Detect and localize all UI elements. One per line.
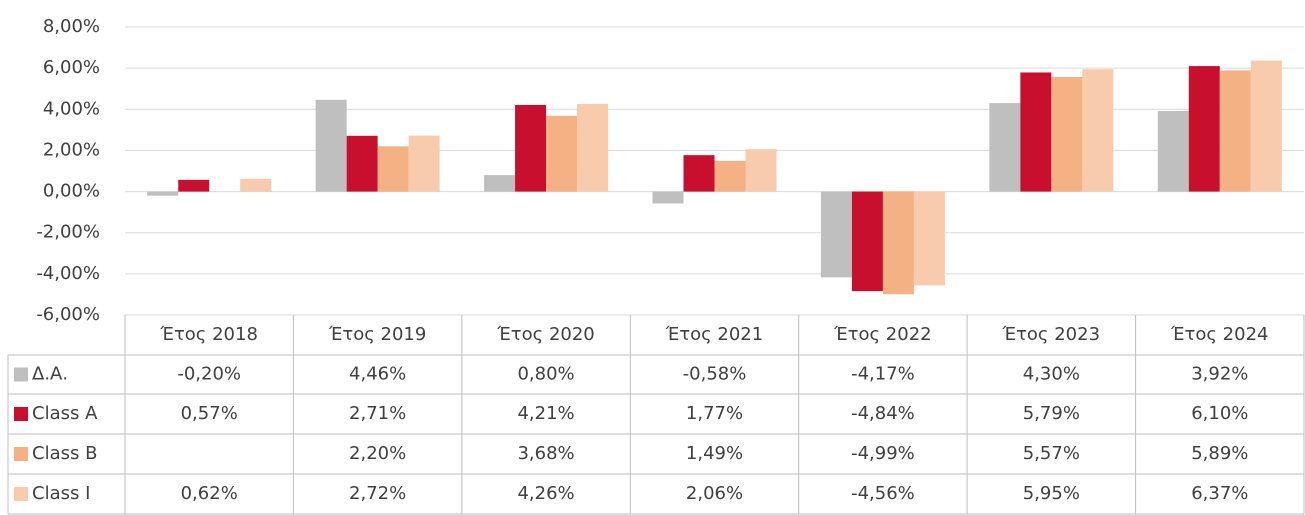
table-cell: -4,99% bbox=[851, 443, 915, 464]
legend-swatch bbox=[14, 407, 28, 421]
bar bbox=[377, 146, 409, 192]
bar bbox=[1188, 66, 1220, 192]
table-cell: 3,92% bbox=[1191, 364, 1248, 385]
legend-swatch bbox=[14, 447, 28, 461]
bar bbox=[147, 191, 179, 196]
bar bbox=[1051, 76, 1083, 192]
table-cell: 5,89% bbox=[1191, 443, 1248, 464]
table-cell: 5,95% bbox=[1023, 483, 1080, 504]
legend-label: Class I bbox=[32, 483, 90, 504]
x-tick-label: Έτος 2019 bbox=[328, 324, 426, 345]
table-cell: 0,80% bbox=[517, 364, 574, 385]
table-cell: -0,58% bbox=[683, 364, 747, 385]
bar bbox=[882, 191, 914, 295]
table-cell: 2,72% bbox=[349, 483, 406, 504]
table-cell: 1,49% bbox=[686, 443, 743, 464]
y-tick-label: 4,00% bbox=[43, 98, 100, 119]
y-tick-label: -2,00% bbox=[36, 222, 100, 243]
table-cell: -4,17% bbox=[851, 364, 915, 385]
x-tick-label: Έτος 2021 bbox=[665, 324, 763, 345]
table-cell: 2,71% bbox=[349, 403, 406, 424]
y-tick-label: -6,00% bbox=[36, 304, 100, 325]
y-tick-label: 2,00% bbox=[43, 139, 100, 160]
table-cell: 4,30% bbox=[1023, 364, 1080, 385]
bar bbox=[683, 155, 715, 192]
table-cell: -0,20% bbox=[177, 364, 241, 385]
table-cell: -4,56% bbox=[851, 483, 915, 504]
bar bbox=[851, 191, 883, 292]
bar bbox=[346, 135, 378, 192]
bar bbox=[1020, 72, 1052, 192]
table-cell: 0,57% bbox=[181, 403, 238, 424]
bar bbox=[1250, 60, 1282, 192]
table-cell: 2,20% bbox=[349, 443, 406, 464]
x-tick-label: Έτος 2022 bbox=[833, 324, 931, 345]
y-tick-label: -4,00% bbox=[36, 263, 100, 284]
legend-swatch bbox=[14, 367, 28, 382]
legend-label: Class A bbox=[32, 403, 98, 424]
bar bbox=[408, 135, 440, 192]
bar bbox=[989, 103, 1021, 192]
bar bbox=[820, 191, 852, 278]
y-tick-label: 8,00% bbox=[43, 16, 100, 37]
x-tick-label: Έτος 2024 bbox=[1170, 324, 1268, 345]
y-tick-label: 0,00% bbox=[43, 181, 100, 202]
table-cell: -4,84% bbox=[851, 403, 915, 424]
bar bbox=[1219, 70, 1251, 192]
bar bbox=[745, 149, 777, 192]
table-cell: 6,10% bbox=[1191, 403, 1248, 424]
bar bbox=[178, 179, 210, 192]
legend-label: Class B bbox=[32, 443, 97, 464]
table-cell: 1,77% bbox=[686, 403, 743, 424]
table-cell: 2,06% bbox=[686, 483, 743, 504]
table-cell: 4,46% bbox=[349, 364, 406, 385]
table-cell: 5,79% bbox=[1023, 403, 1080, 424]
table-cell: 4,26% bbox=[517, 483, 574, 504]
bar bbox=[1082, 69, 1114, 192]
x-tick-label: Έτος 2020 bbox=[496, 324, 594, 345]
table-cell: 6,37% bbox=[1191, 483, 1248, 504]
legend-label: Δ.Α. bbox=[32, 364, 68, 385]
bar bbox=[240, 178, 272, 192]
bar bbox=[1157, 110, 1189, 192]
table-cell: 0,62% bbox=[181, 483, 238, 504]
legend-swatch bbox=[14, 487, 28, 501]
table-cell: 3,68% bbox=[517, 443, 574, 464]
bar bbox=[714, 160, 746, 192]
bar bbox=[546, 115, 578, 192]
x-tick-label: Έτος 2023 bbox=[1002, 324, 1100, 345]
bar bbox=[515, 104, 547, 192]
bar bbox=[484, 175, 516, 192]
bar bbox=[577, 103, 609, 192]
x-tick-label: Έτος 2018 bbox=[160, 324, 258, 345]
bar bbox=[652, 191, 684, 204]
table-cell: 5,57% bbox=[1023, 443, 1080, 464]
bar bbox=[913, 191, 945, 286]
table-cell: 4,21% bbox=[517, 403, 574, 424]
y-tick-label: 6,00% bbox=[43, 57, 100, 78]
bar bbox=[315, 99, 347, 192]
